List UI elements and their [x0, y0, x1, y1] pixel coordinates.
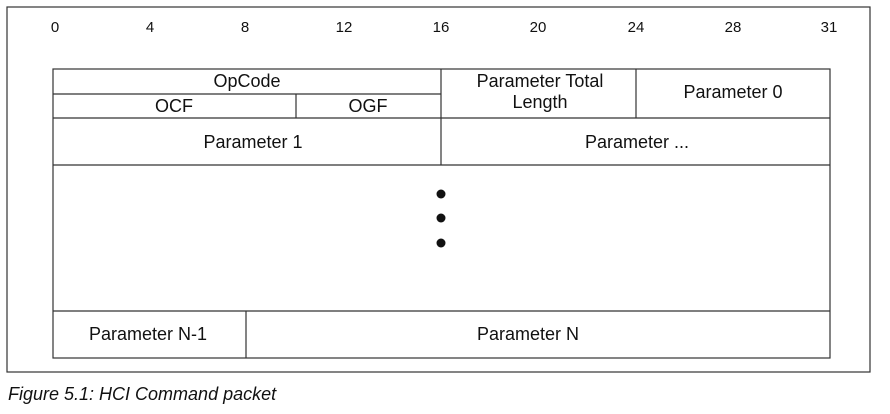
- ellipsis-dot: [436, 238, 446, 248]
- field-label: Parameter 0: [683, 82, 782, 102]
- bit-label: 16: [433, 19, 450, 36]
- bit-label: 31: [821, 19, 838, 36]
- bit-label: 28: [725, 19, 742, 36]
- frame: [6, 6, 871, 373]
- bit-label: 4: [146, 19, 154, 36]
- field-label: OpCode: [213, 71, 280, 91]
- bit-label: 8: [241, 19, 249, 36]
- field-label: Parameter 1: [203, 132, 302, 152]
- field-label: Parameter N: [477, 324, 579, 344]
- packet-table: OpCode OCF OGF Parameter Total Length Pa…: [52, 68, 831, 359]
- field-label: Parameter Total: [477, 71, 604, 91]
- ellipsis-dot: [436, 189, 446, 199]
- field-label: Parameter ...: [585, 132, 689, 152]
- field-label: Parameter N-1: [89, 324, 207, 344]
- caption: Figure 5.1: HCI Command packet: [8, 384, 277, 404]
- field-label: Length: [512, 92, 567, 112]
- bit-label: 0: [51, 19, 59, 36]
- field-label: OCF: [155, 96, 193, 116]
- bit-label: 12: [336, 19, 353, 36]
- bit-ruler: 0 4 8 12 16 20 24 28 31: [51, 19, 838, 36]
- bit-label: 24: [628, 19, 645, 36]
- ellipsis-dot: [436, 213, 446, 223]
- field-label: OGF: [349, 96, 388, 116]
- bit-label: 20: [530, 19, 547, 36]
